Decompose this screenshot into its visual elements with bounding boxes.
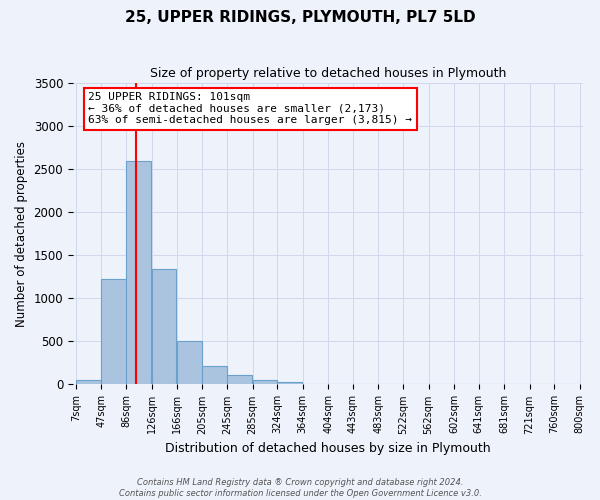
Text: 25, UPPER RIDINGS, PLYMOUTH, PL7 5LD: 25, UPPER RIDINGS, PLYMOUTH, PL7 5LD	[125, 10, 475, 25]
Bar	[253, 380, 277, 384]
Bar	[101, 278, 126, 384]
Bar	[152, 269, 176, 384]
Bar	[227, 375, 252, 384]
Text: Contains HM Land Registry data ® Crown copyright and database right 2024.
Contai: Contains HM Land Registry data ® Crown c…	[119, 478, 481, 498]
Bar	[202, 366, 227, 384]
Bar	[177, 342, 202, 384]
Bar	[126, 162, 151, 384]
X-axis label: Distribution of detached houses by size in Plymouth: Distribution of detached houses by size …	[165, 442, 491, 455]
Bar	[277, 382, 302, 384]
Title: Size of property relative to detached houses in Plymouth: Size of property relative to detached ho…	[150, 68, 506, 80]
Bar	[76, 380, 101, 384]
Text: 25 UPPER RIDINGS: 101sqm
← 36% of detached houses are smaller (2,173)
63% of sem: 25 UPPER RIDINGS: 101sqm ← 36% of detach…	[88, 92, 412, 126]
Y-axis label: Number of detached properties: Number of detached properties	[15, 141, 28, 327]
